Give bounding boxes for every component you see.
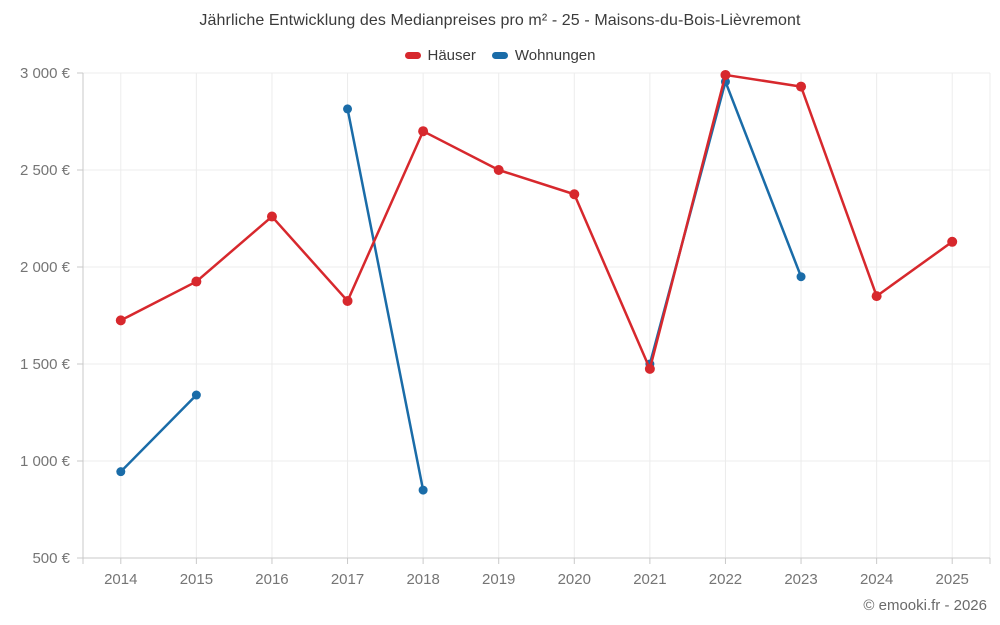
chart-title: Jährliche Entwicklung des Medianpreises … [199, 12, 801, 29]
data-point-hauser-2017[interactable] [342, 295, 353, 306]
data-point-hauser-2020[interactable] [569, 189, 580, 200]
y-axis-label-1000: 1 000 € [20, 453, 71, 470]
legend-item-hauser[interactable]: Häuser [404, 47, 476, 64]
legend-label-hauser: Häuser [427, 47, 476, 64]
data-point-wohnungen-2014[interactable] [116, 467, 126, 477]
data-point-hauser-2016[interactable] [266, 211, 277, 222]
x-axis-label-2024: 2024 [860, 571, 893, 588]
data-point-hauser-2019[interactable] [493, 165, 504, 175]
y-axis-label-3000: 3 000 € [20, 65, 71, 82]
y-axis-label-2000: 2 000 € [20, 259, 71, 276]
data-point-hauser-2025[interactable] [947, 236, 958, 247]
series-line-hauser [119, 73, 954, 371]
x-axis-label-2022: 2022 [709, 571, 742, 588]
x-axis-label-2018: 2018 [406, 571, 439, 588]
chart-legend: Häuser Wohnungen [0, 47, 1000, 64]
series-line-wohnungen [119, 393, 198, 473]
data-point-hauser-2022[interactable] [720, 69, 731, 80]
legend-item-wohnungen[interactable]: Wohnungen [491, 47, 596, 64]
credit-text: © emooki.fr - 2026 [863, 597, 987, 614]
legend-label-wohnungen: Wohnungen [514, 47, 596, 64]
data-point-wohnungen-2017[interactable] [343, 104, 353, 114]
x-axis-label-2020: 2020 [558, 571, 591, 588]
data-point-hauser-2023[interactable] [796, 81, 807, 92]
y-axis-label-500: 500 € [32, 550, 70, 567]
data-point-hauser-2018[interactable] [418, 126, 429, 137]
series-line-wohnungen-1 [346, 107, 425, 492]
x-axis-label-2015: 2015 [180, 571, 213, 588]
legend-swatch-hauser [404, 52, 421, 59]
y-axis-label-2500: 2 500 € [20, 162, 71, 179]
x-axis-label-2016: 2016 [255, 571, 288, 588]
x-axis-label-2025: 2025 [936, 571, 969, 588]
x-axis-label-2019: 2019 [482, 571, 515, 588]
y-axis-label-1500: 1 500 € [20, 356, 71, 373]
data-point-hauser-2021[interactable] [644, 363, 655, 374]
data-point-wohnungen-2018[interactable] [418, 485, 428, 495]
x-axis-label-2023: 2023 [784, 571, 817, 588]
data-point-hauser-2024[interactable] [871, 291, 882, 302]
data-point-wohnungen-2023[interactable] [796, 272, 806, 282]
data-point-wohnungen-2015[interactable] [191, 390, 201, 400]
x-axis-label-2014: 2014 [104, 571, 137, 588]
x-axis-label-2021: 2021 [633, 571, 666, 588]
data-point-hauser-2015[interactable] [191, 276, 202, 287]
x-axis-label-2017: 2017 [331, 571, 364, 588]
legend-swatch-wohnungen [491, 52, 508, 59]
data-point-hauser-2014[interactable] [115, 315, 126, 326]
